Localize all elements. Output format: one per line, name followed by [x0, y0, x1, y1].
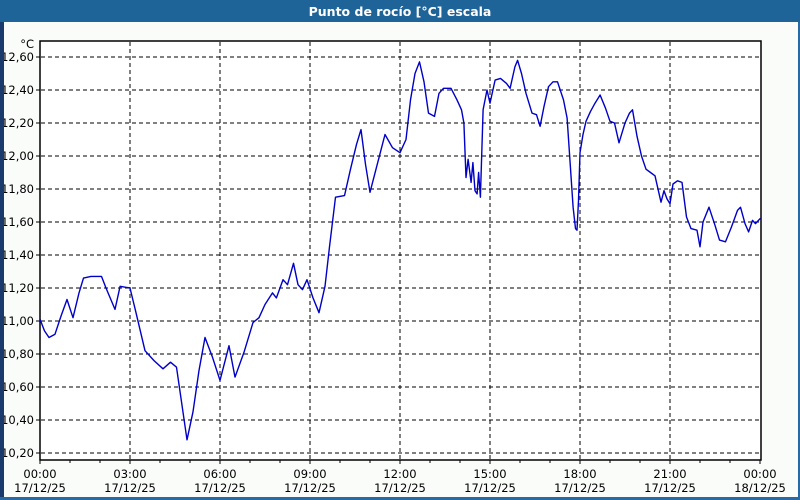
x-tick-time-label: 18:00	[563, 467, 596, 481]
x-tick-date-label: 17/12/25	[194, 481, 246, 495]
x-tick-time-label: 21:00	[653, 467, 686, 481]
x-tick-time-label: 09:00	[293, 467, 326, 481]
x-tick-time-label: 03:00	[113, 467, 146, 481]
y-tick-label: 11,00	[1, 314, 34, 328]
y-tick-label: 12,60	[1, 50, 34, 64]
y-tick-label: 11,20	[1, 281, 34, 295]
y-tick-label: 11,40	[1, 248, 34, 262]
x-tick-date-label: 17/12/25	[14, 481, 66, 495]
x-tick-date-label: 17/12/25	[374, 481, 426, 495]
y-tick-label: 10,60	[1, 380, 34, 394]
x-tick-date-label: 17/12/25	[284, 481, 336, 495]
window-border-bottom	[0, 497, 800, 500]
y-tick-label: 12,20	[1, 116, 34, 130]
x-tick-date-label: 17/12/25	[554, 481, 606, 495]
x-tick-time-label: 15:00	[473, 467, 506, 481]
y-axis-unit-label: °C	[20, 37, 34, 51]
x-tick-date-label: 18/12/25	[734, 481, 786, 495]
x-tick-date-label: 17/12/25	[644, 481, 696, 495]
y-tick-label: 12,40	[1, 83, 34, 97]
window-titlebar: Punto de rocío [°C] escala	[0, 0, 800, 22]
plot-area	[39, 40, 762, 461]
window-border-left	[0, 22, 4, 500]
dewpoint-series-line	[39, 59, 761, 441]
y-tick-label: 11,80	[1, 182, 34, 196]
x-tick-time-label: 00:00	[743, 467, 776, 481]
y-tick-label: 10,40	[1, 413, 34, 427]
y-tick-label: 11,60	[1, 215, 34, 229]
x-tick-date-label: 17/12/25	[104, 481, 156, 495]
x-tick-time-label: 12:00	[383, 467, 416, 481]
x-tick-time-label: 00:00	[23, 467, 56, 481]
y-tick-label: 10,20	[1, 446, 34, 460]
y-tick-label: 12,00	[1, 149, 34, 163]
y-tick-label: 10,80	[1, 347, 34, 361]
x-tick-date-label: 17/12/25	[464, 481, 516, 495]
window-title: Punto de rocío [°C] escala	[308, 3, 492, 19]
x-tick-time-label: 06:00	[203, 467, 236, 481]
window-border-right	[798, 22, 800, 500]
